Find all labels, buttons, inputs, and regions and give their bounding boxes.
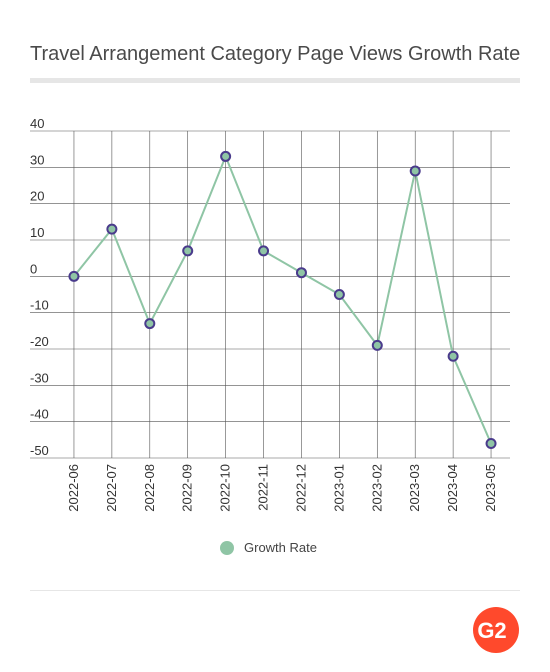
legend-swatch [220, 540, 234, 555]
x-tick-label: 2022-09 [180, 464, 195, 512]
x-tick-label: 2022-08 [142, 464, 157, 512]
x-tick-label: 2023-05 [483, 464, 498, 512]
x-tick-label: 2023-04 [445, 464, 460, 512]
data-point [106, 223, 118, 235]
y-tick-label: -20 [30, 334, 49, 349]
y-tick-label: 0 [30, 261, 37, 276]
title-divider [30, 78, 520, 83]
y-tick-label: -40 [30, 407, 49, 422]
x-tick-label: 2023-03 [407, 464, 422, 512]
data-point [371, 339, 383, 351]
x-tick-label: 2022-07 [104, 464, 119, 512]
y-tick-label: -50 [30, 443, 49, 458]
data-point [333, 289, 345, 300]
data-point [144, 318, 156, 330]
y-tick-label: 10 [30, 225, 44, 240]
y-tick-label: 40 [30, 116, 44, 131]
x-tick-label: 2023-01 [331, 464, 346, 512]
x-tick-label: 2022-10 [218, 464, 233, 512]
logo-text: G2 [477, 618, 506, 643]
chart-legend: Growth Rate [220, 540, 317, 555]
footer-divider [30, 590, 520, 591]
data-point [182, 245, 194, 257]
data-point [258, 245, 270, 257]
x-tick-label: 2022-06 [66, 464, 81, 512]
data-point [485, 437, 497, 449]
y-tick-label: -30 [30, 370, 49, 385]
data-point [447, 350, 459, 362]
line-chart: 40 30 20 10 0 -10 -20 -30 -40 -50 2022-06 2022-07 20… [30, 116, 510, 512]
data-point [295, 267, 307, 279]
legend-label: Growth Rate [244, 540, 317, 555]
data-point [409, 165, 421, 177]
data-point [68, 270, 80, 282]
x-tick-label: 2022-12 [293, 464, 308, 512]
y-tick-label: -10 [30, 298, 49, 313]
y-tick-label: 20 [30, 189, 44, 204]
chart-title: Travel Arrangement Category Page Views G… [30, 43, 521, 65]
x-tick-label: 2022-11 [256, 464, 271, 511]
x-tick-label: 2023-02 [369, 464, 384, 512]
g2-logo-icon: G2 [473, 607, 519, 653]
y-tick-label: 30 [30, 152, 44, 167]
data-point [220, 150, 232, 162]
series-line [73, 153, 492, 444]
